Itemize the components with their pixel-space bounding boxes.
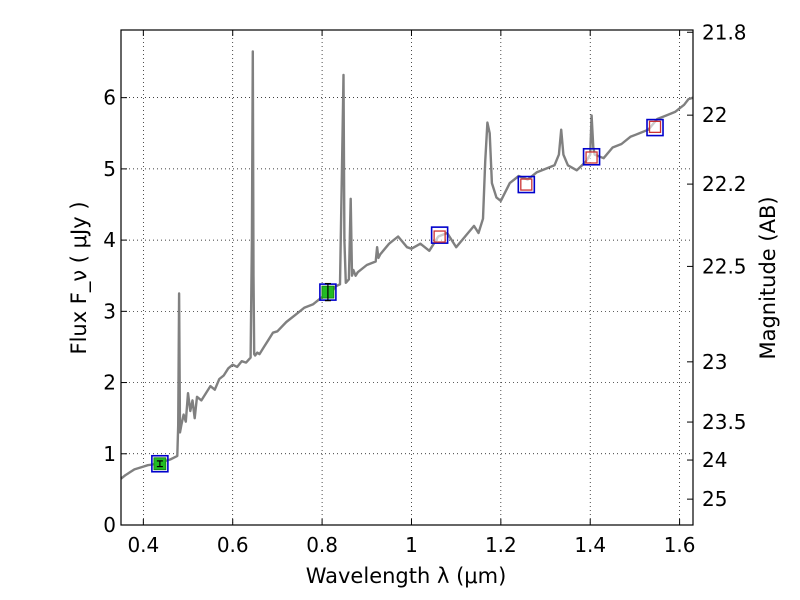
y-axis-title: Flux F_ν ( μJy ) (67, 201, 92, 354)
y-tick-label: 2 (103, 371, 116, 395)
x-axis-title: Wavelength λ (μm) (306, 564, 507, 588)
model-flux-box (517, 175, 536, 194)
mag-tick-label: 21.8 (702, 20, 747, 44)
y-tick-label: 5 (103, 157, 116, 181)
tick-labels: 0.4 0.6 0.8 1 1.2 1.4 1.6012345621.82222.222.5… (103, 20, 746, 557)
spectrum-line (120, 50, 694, 480)
synthetic-flux-point (520, 178, 533, 191)
y-tick-label: 6 (103, 86, 116, 110)
synthetic-flux-point (648, 120, 662, 134)
x-tick-label: 0.8 (306, 533, 338, 557)
model-flux-box (646, 118, 664, 137)
y-tick-label: 3 (103, 299, 116, 323)
observed-error-bar (156, 460, 163, 468)
x-tick-label: 1 (405, 533, 418, 557)
ticks (121, 30, 693, 526)
series-layer (120, 50, 694, 480)
mag-tick-label: 22 (702, 103, 727, 127)
y-tick-label: 0 (103, 513, 116, 537)
grid (121, 30, 693, 526)
mag-tick-label: 24 (702, 448, 727, 472)
model-flux-box (430, 226, 449, 244)
x-tick-label: 1.4 (574, 533, 606, 557)
photometry-markers (151, 118, 664, 473)
model-flux-box (582, 147, 601, 166)
y-right-axis-title: Magnitude (AB) (756, 196, 780, 359)
synthetic-flux-point (433, 230, 446, 243)
x-tick-label: 0.4 (127, 533, 159, 557)
x-tick-label: 1.6 (664, 533, 696, 557)
mag-tick-label: 22.2 (702, 172, 747, 196)
y-tick-label: 4 (103, 228, 116, 252)
model-flux-box (151, 454, 169, 473)
mag-tick-label: 23.5 (702, 410, 747, 434)
mag-tick-label: 23 (702, 350, 727, 374)
plot-frame (120, 29, 694, 526)
mag-tick-label: 25 (702, 487, 727, 511)
x-tick-label: 1.2 (485, 533, 517, 557)
synthetic-flux-point (585, 151, 598, 164)
mag-tick-label: 22.5 (702, 254, 747, 278)
x-tick-label: 0.6 (217, 533, 249, 557)
y-tick-label: 1 (103, 442, 116, 466)
observed-error-bar (324, 282, 331, 302)
